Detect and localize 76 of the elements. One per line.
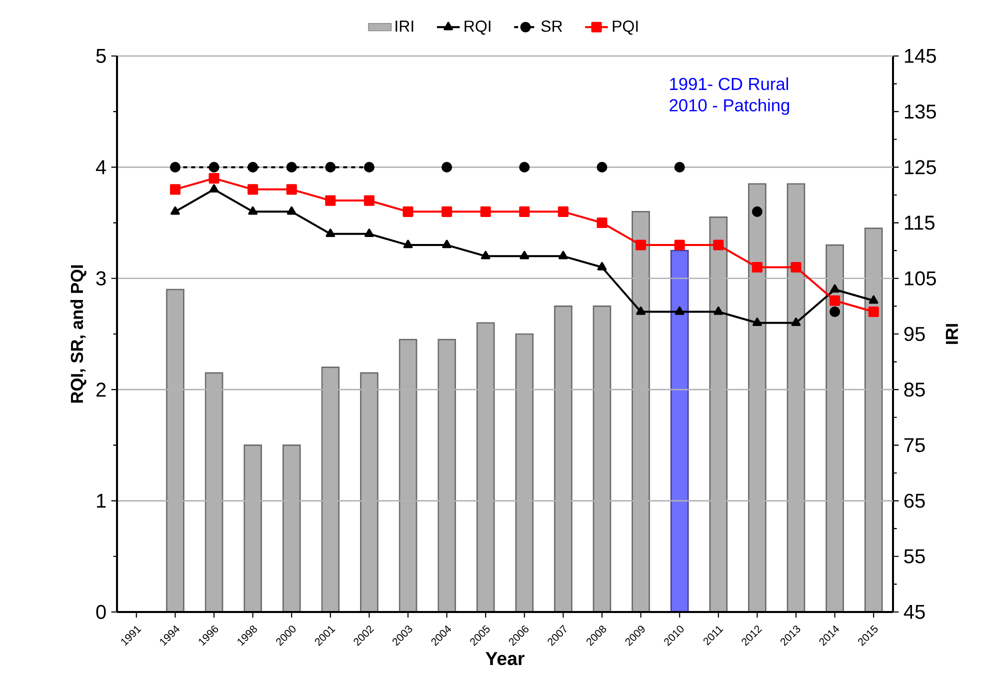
y-tick-label: 0 <box>96 604 106 620</box>
y2-tick-label: 105 <box>904 271 936 286</box>
point <box>170 162 180 172</box>
point <box>596 218 608 228</box>
y-axis-title: RQI, SR, and PQI <box>70 265 86 403</box>
point <box>790 262 802 273</box>
point <box>442 162 452 172</box>
point <box>519 206 530 217</box>
point <box>868 306 879 318</box>
point <box>558 250 568 260</box>
point <box>558 206 568 217</box>
point <box>170 206 180 215</box>
point <box>286 206 296 215</box>
point <box>326 228 336 238</box>
point <box>713 240 724 250</box>
point <box>674 240 685 250</box>
annotation: 2010 - Patching <box>670 98 790 115</box>
point <box>714 306 724 315</box>
point <box>208 162 220 172</box>
point <box>752 318 762 326</box>
x-axis-title: Year <box>486 652 524 666</box>
legend-label: RQI <box>464 20 490 35</box>
point <box>480 250 490 260</box>
point <box>209 184 219 193</box>
legend-label: IRI <box>396 20 414 32</box>
point <box>286 184 297 195</box>
point <box>248 206 258 215</box>
point <box>325 195 336 206</box>
point <box>519 162 530 172</box>
point <box>830 295 840 306</box>
annotation: 1991- CD Rural <box>670 77 788 90</box>
point <box>752 206 762 217</box>
y2-tick-label: 145 <box>904 49 936 63</box>
point <box>480 206 491 217</box>
point <box>636 306 646 315</box>
point <box>208 173 220 184</box>
point <box>597 262 607 270</box>
y-tick-label: 5 <box>96 49 106 63</box>
point <box>520 250 530 260</box>
y2-tick-label: 125 <box>904 160 936 174</box>
point <box>248 184 258 195</box>
point <box>830 306 840 318</box>
point <box>674 162 685 172</box>
point <box>868 295 878 304</box>
point <box>364 195 374 206</box>
y2-tick-label: 45 <box>904 605 925 619</box>
y2-tick-label: 55 <box>904 549 925 564</box>
point <box>364 162 374 172</box>
y-tick-label: 2 <box>96 382 106 397</box>
legend-label: PQI <box>612 20 638 35</box>
y2-tick-label: 65 <box>904 494 925 508</box>
point <box>791 318 801 326</box>
point <box>403 240 413 248</box>
point <box>442 240 452 248</box>
point <box>364 228 374 238</box>
y-tick-label: 4 <box>96 160 106 174</box>
point <box>636 240 646 250</box>
point <box>596 162 608 172</box>
point <box>325 162 336 172</box>
y2-tick-label: 85 <box>904 382 925 397</box>
point <box>674 306 684 315</box>
point <box>170 184 180 195</box>
y2-axis-title: IRI <box>946 324 958 344</box>
point <box>402 206 414 217</box>
point <box>442 206 452 217</box>
y-tick-label: 3 <box>96 271 106 286</box>
y2-tick-label: 95 <box>904 326 925 342</box>
y2-tick-label: 75 <box>904 438 925 452</box>
point <box>752 262 762 273</box>
point <box>286 162 297 172</box>
point <box>248 162 258 172</box>
y2-tick-label: 135 <box>904 104 936 119</box>
legend-label: SR <box>541 20 562 32</box>
y-tick-label: 1 <box>97 494 106 508</box>
y2-tick-label: 115 <box>904 216 934 230</box>
point <box>830 284 840 293</box>
